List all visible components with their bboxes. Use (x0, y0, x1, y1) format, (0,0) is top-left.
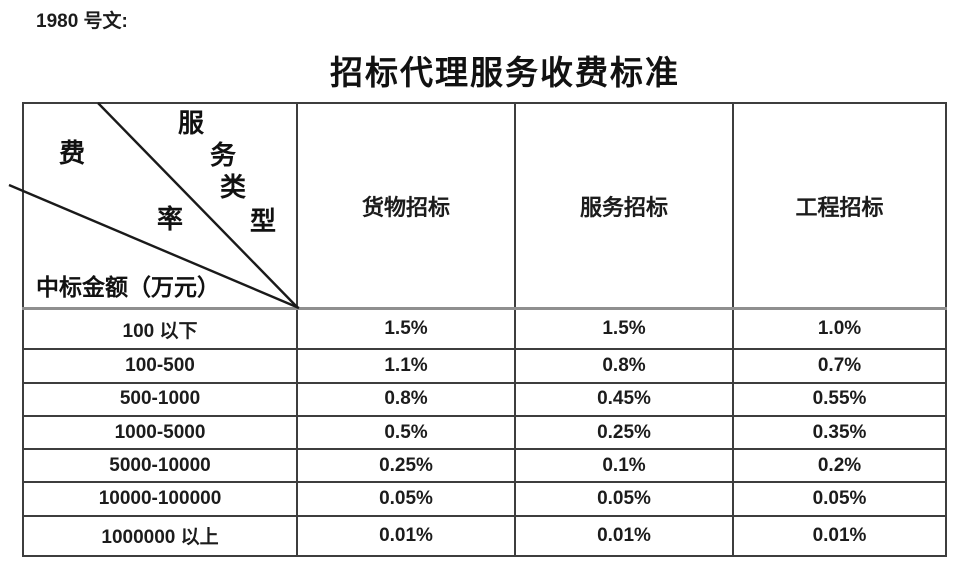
rate-cell: 0.55% (732, 381, 947, 417)
amount-cell: 100-500 (22, 348, 298, 384)
table-row: 10000-100000 0.05% 0.05% 0.05% (22, 481, 947, 517)
table-row: 100-500 1.1% 0.8% 0.7% (22, 348, 947, 384)
amount-cell: 100 以下 (22, 307, 298, 351)
rate-cell: 0.01% (514, 514, 734, 558)
corner-cell: 服 务 类 型 费 率 中标金额（万元） (22, 102, 298, 310)
column-header-services: 服务招标 (514, 102, 734, 310)
rate-cell: 0.05% (732, 481, 947, 517)
fee-rate-char: 费 (59, 139, 86, 168)
table-row: 1000000 以上 0.01% 0.01% 0.01% (22, 514, 947, 558)
rate-cell: 0.05% (296, 481, 516, 517)
column-header-engineering: 工程招标 (732, 102, 947, 310)
service-type-char: 型 (250, 207, 277, 236)
rate-cell: 1.0% (732, 307, 947, 351)
amount-axis-label: 中标金额（万元） (36, 275, 220, 300)
doc-number-label: 1980 号文: (36, 11, 128, 32)
table-header-row: 服 务 类 型 费 率 中标金额（万元） 货物招标 服务招标 工程招标 (22, 102, 947, 310)
page-title: 招标代理服务收费标准 (330, 56, 680, 92)
rate-cell: 0.1% (514, 448, 734, 484)
fee-rate-char: 率 (157, 205, 184, 234)
table-row: 500-1000 0.8% 0.45% 0.55% (22, 381, 947, 417)
column-header-goods: 货物招标 (296, 102, 516, 310)
rate-cell: 0.01% (296, 514, 516, 558)
rate-cell: 0.5% (296, 414, 516, 451)
table-row: 1000-5000 0.5% 0.25% 0.35% (22, 414, 947, 451)
service-type-char: 服 (178, 109, 205, 138)
fee-standard-table: 服 务 类 型 费 率 中标金额（万元） 货物招标 服务招标 工程招标 100 … (22, 102, 947, 558)
service-type-char: 务 (210, 141, 237, 170)
rate-cell: 0.2% (732, 448, 947, 484)
rate-cell: 0.25% (514, 414, 734, 451)
amount-cell: 5000-10000 (22, 448, 298, 484)
rate-cell: 0.25% (296, 448, 516, 484)
rate-cell: 0.8% (296, 381, 516, 417)
rate-cell: 0.8% (514, 348, 734, 384)
rate-cell: 1.5% (296, 307, 516, 351)
rate-cell: 0.05% (514, 481, 734, 517)
rate-cell: 1.5% (514, 307, 734, 351)
table-row: 100 以下 1.5% 1.5% 1.0% (22, 307, 947, 351)
rate-cell: 0.7% (732, 348, 947, 384)
rate-cell: 0.01% (732, 514, 947, 558)
rate-cell: 0.35% (732, 414, 947, 451)
amount-cell: 1000000 以上 (22, 514, 298, 558)
table-row: 5000-10000 0.25% 0.1% 0.2% (22, 448, 947, 484)
rate-cell: 1.1% (296, 348, 516, 384)
rate-cell: 0.45% (514, 381, 734, 417)
amount-cell: 10000-100000 (22, 481, 298, 517)
amount-cell: 1000-5000 (22, 414, 298, 451)
amount-cell: 500-1000 (22, 381, 298, 417)
service-type-char: 类 (220, 173, 247, 202)
